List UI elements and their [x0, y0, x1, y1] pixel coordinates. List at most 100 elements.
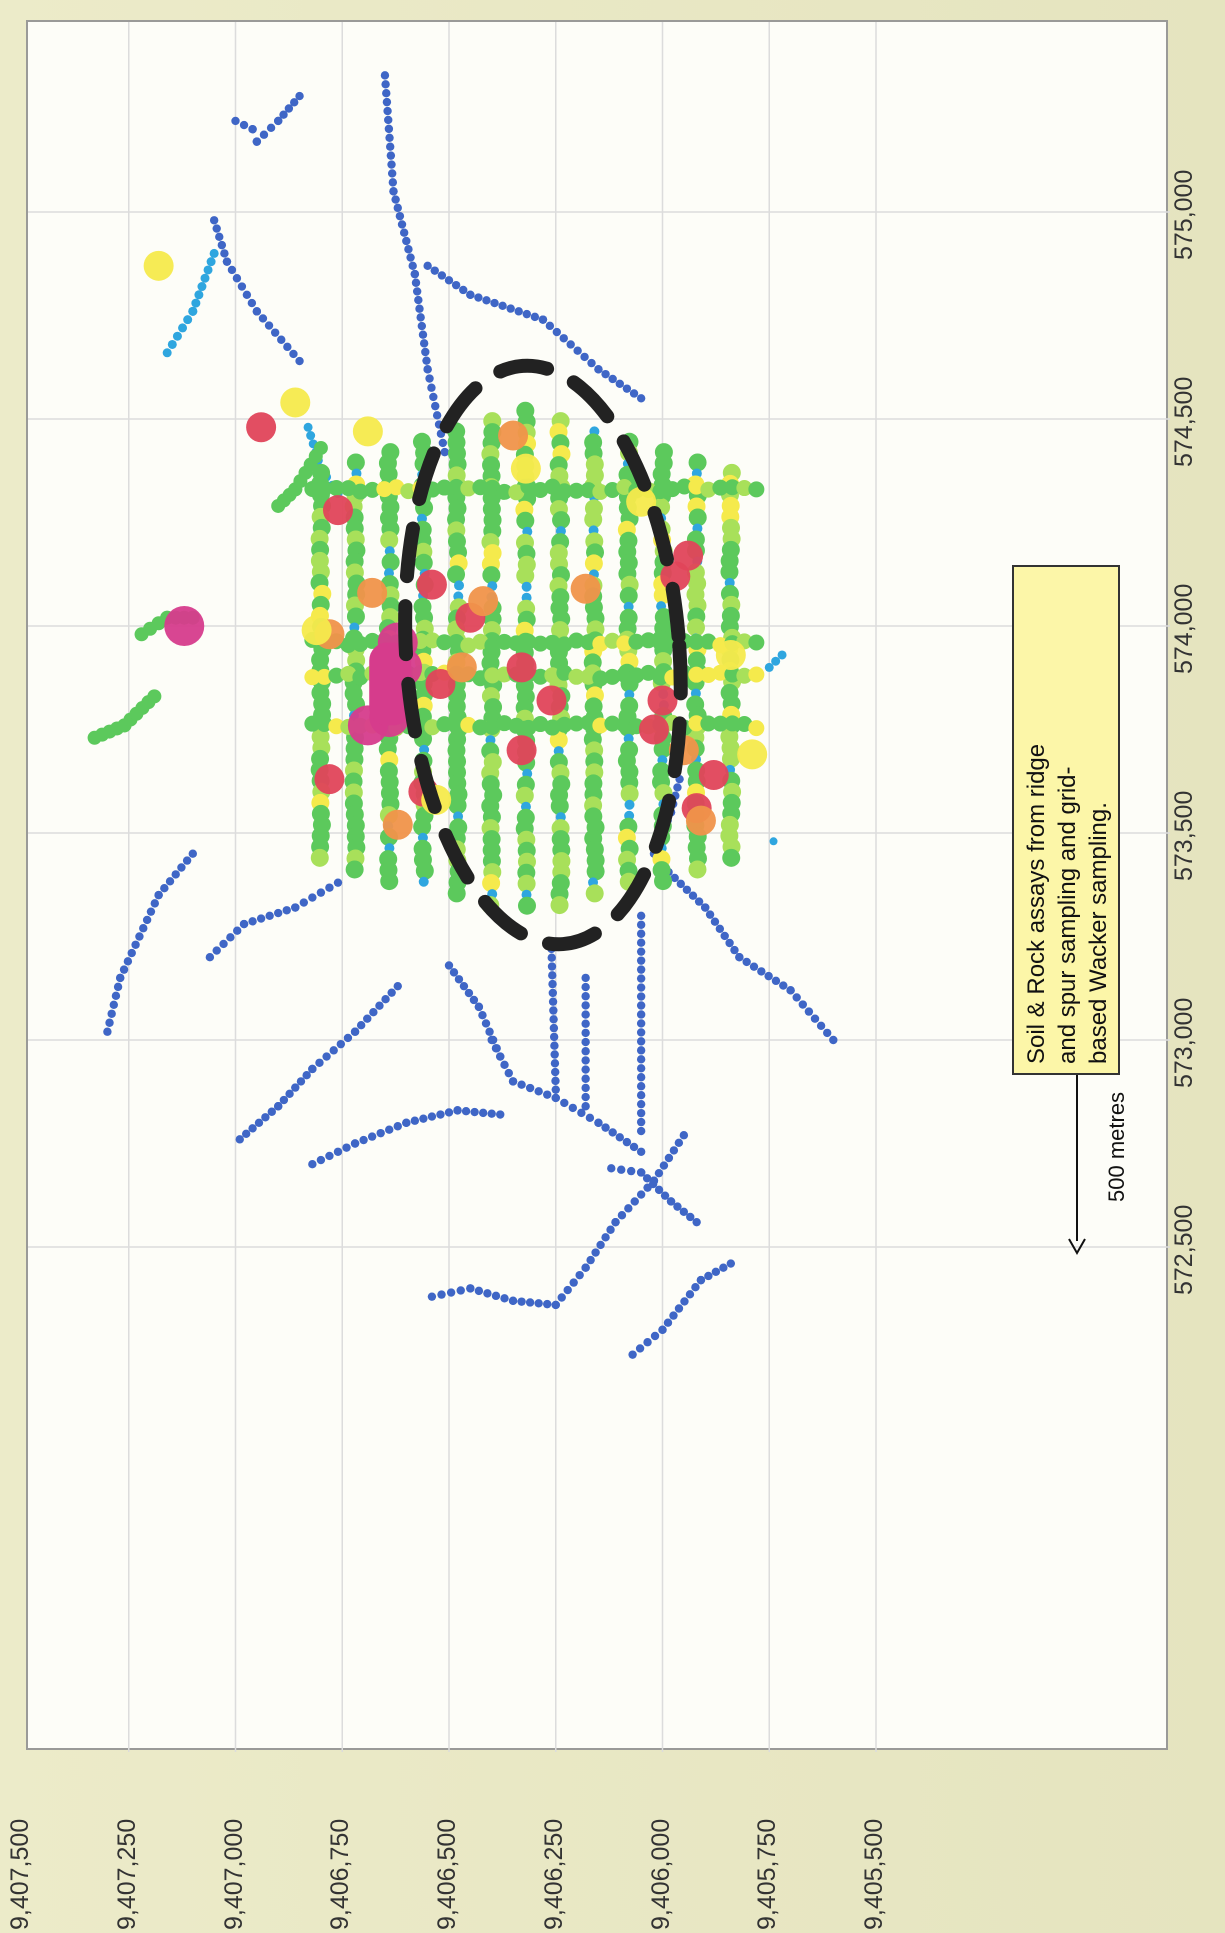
sample-point-moderate [748, 634, 765, 651]
sample-point-very-low [209, 216, 219, 225]
sample-point-very-low [551, 1067, 560, 1077]
sample-point-very-low [363, 1014, 372, 1023]
sample-point-very-low [235, 1135, 244, 1144]
sample-point-elevated [544, 667, 561, 684]
sample-point-moderate [436, 634, 453, 651]
sample-point-very-low [295, 91, 304, 101]
sample-point-moderate [346, 607, 365, 626]
sample-point-very-low [418, 330, 428, 339]
sample-point-very-low [686, 1212, 695, 1222]
sample-point-very-low [264, 321, 274, 330]
sample-point-moderate [604, 482, 621, 499]
sample-point-very-low [581, 1092, 590, 1102]
sample-point-very-low [617, 1211, 627, 1220]
sample-point-very-low [232, 274, 242, 283]
sample-point-very-low [461, 1107, 471, 1116]
sample-point-very-low [648, 1179, 658, 1189]
sample-point-low [194, 290, 204, 300]
sample-point-very-low [315, 1058, 324, 1067]
sample-point-moderate [352, 483, 369, 500]
sample-point-very-low [254, 1118, 264, 1128]
sample-point-very-low [636, 1055, 646, 1064]
sample-point-very-low [636, 1099, 646, 1109]
sample-point-high [616, 635, 633, 652]
sample-point-very-low [617, 1165, 626, 1174]
sample-point-very-low [440, 447, 449, 457]
sample-point-very-low [239, 919, 249, 929]
sample-point-very-low [421, 347, 430, 357]
sample-point-very-low [482, 296, 491, 305]
sample-point-very-low [669, 1311, 678, 1320]
sample-point-moderate [568, 632, 585, 649]
sample-point-elevated [736, 480, 753, 497]
sample-point-very-low [615, 1133, 624, 1142]
sample-point-very-low [123, 957, 133, 966]
sample-point-very-low [437, 1290, 446, 1299]
sample-point-very-low [530, 312, 540, 322]
sample-point-very-low [654, 1185, 664, 1195]
sample-point-very-low [429, 392, 438, 402]
sample-point-very-low [459, 981, 469, 991]
sample-point-very-low [636, 1190, 646, 1199]
sample-point-anomalous [314, 764, 345, 795]
sample-point-very-low [212, 224, 221, 233]
sample-point-low [203, 265, 213, 275]
sample-point-very-low [316, 1155, 326, 1165]
sample-point-very-low [786, 986, 795, 995]
sample-point-very-low [427, 383, 436, 392]
sample-point-very-low [676, 879, 685, 889]
sample-point-very-low [302, 1070, 311, 1080]
sample-point-very-low [607, 1164, 616, 1173]
sample-point-very-low [636, 1082, 646, 1091]
sample-point-very-low [658, 1325, 667, 1335]
sample-point-moderate [616, 716, 633, 733]
sample-point-very-low [622, 384, 632, 393]
sample-point-very-low [111, 991, 121, 1001]
sample-point-very-low [237, 282, 247, 291]
easting-tick-label: 574,500 [1170, 376, 1198, 467]
sample-point-very-low [470, 1107, 479, 1117]
annotation-line-1: Soil & Rock assays from ridge [1023, 743, 1050, 1064]
sample-point-very-low [682, 885, 692, 894]
sample-point-very-low [636, 1117, 646, 1127]
sample-point-elevated [517, 874, 536, 893]
sample-point-very-low [719, 1263, 728, 1272]
sample-point-very-low [252, 307, 262, 316]
sample-point-anomalous [506, 652, 537, 683]
sample-point-very-low [624, 1204, 633, 1213]
sample-point-moderate [640, 632, 657, 649]
sample-point-low [771, 656, 781, 666]
sample-point-very-low [103, 1027, 112, 1036]
sample-point-very-low [402, 236, 411, 246]
sample-point-low [200, 273, 210, 283]
sample-point-moderate [652, 634, 669, 651]
sample-point-moderate [652, 669, 669, 686]
sample-point-high [688, 666, 705, 683]
sample-point-high [376, 481, 393, 498]
sample-point-moderate [345, 860, 364, 879]
sample-point-moderate [700, 715, 717, 732]
sample-point-very-low [725, 938, 734, 948]
sample-point-very-low [601, 1123, 610, 1132]
sample-point-very-low [261, 1113, 270, 1122]
sample-point-very-low [804, 1007, 814, 1016]
sample-point-very-low [636, 394, 646, 403]
sample-point-very-low [587, 358, 596, 368]
sample-point-very-low [771, 976, 781, 986]
sample-point-very-low [380, 71, 390, 80]
sample-point-very-low [449, 968, 459, 977]
sample-point-very-low [636, 974, 646, 983]
sample-point-low [624, 799, 635, 810]
sample-point-low [521, 581, 532, 592]
sample-point-elevated [516, 566, 535, 585]
sample-point-very-low [119, 965, 129, 974]
sample-point-very-low [248, 917, 257, 926]
sample-point-very-low [492, 1044, 501, 1053]
sample-point-moderate [328, 479, 345, 496]
sample-point-very-low [422, 356, 431, 365]
northing-tick-label: 9,407,500 [6, 1818, 34, 1930]
sample-point-very-low [393, 1122, 402, 1131]
sample-point-elevated [688, 860, 707, 879]
sample-point-very-low [296, 1077, 306, 1086]
sample-point-moderate [532, 635, 549, 652]
